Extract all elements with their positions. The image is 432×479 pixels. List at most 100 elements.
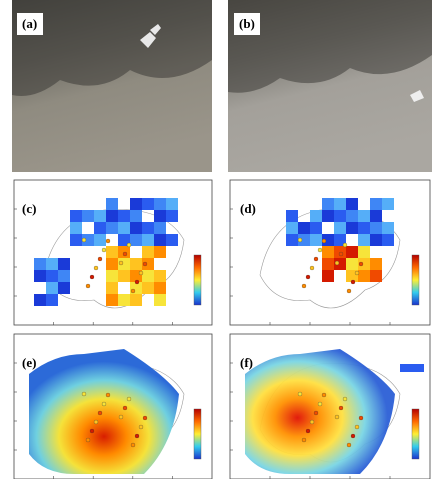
map-panel <box>14 180 212 325</box>
grid-cell <box>166 198 178 210</box>
grid-cell <box>346 198 358 210</box>
grid-cell <box>382 222 394 234</box>
station <box>106 239 110 243</box>
grid-cell <box>118 294 130 306</box>
grid-cell <box>358 210 370 222</box>
grid-cell <box>142 234 154 246</box>
grid-cell <box>154 246 166 258</box>
grid-cell <box>310 210 322 222</box>
grid-cell <box>166 234 178 246</box>
grid-cell <box>334 246 346 258</box>
colorbar <box>412 409 419 459</box>
station <box>86 284 90 288</box>
grid-cell <box>46 258 58 270</box>
grid-cell <box>286 234 298 246</box>
grid-cell <box>106 222 118 234</box>
station <box>143 262 147 266</box>
figure: (a) (b) (c) (d) (e) (f) <box>0 0 432 479</box>
grid-cell <box>154 210 166 222</box>
grid-cell <box>70 210 82 222</box>
station <box>302 438 306 442</box>
station <box>131 443 135 447</box>
grid-cell <box>400 364 424 372</box>
grid-cell <box>154 222 166 234</box>
grid-cell <box>58 258 70 270</box>
panel-label: (a) <box>22 16 37 31</box>
grid-cell <box>154 294 166 306</box>
grid-cell <box>286 210 298 222</box>
grid-cell <box>154 234 166 246</box>
station <box>135 434 139 438</box>
station <box>347 443 351 447</box>
grid-cell <box>154 270 166 282</box>
station <box>94 266 98 270</box>
grid-cell <box>310 234 322 246</box>
grid-cell <box>154 198 166 210</box>
grid-cell <box>106 258 118 270</box>
station <box>82 238 86 242</box>
station <box>123 252 127 256</box>
grid-cell <box>70 234 82 246</box>
grid-cell <box>358 234 370 246</box>
grid-cell <box>130 222 142 234</box>
grid-cell <box>370 222 382 234</box>
grid-cell <box>94 234 106 246</box>
grid-cell <box>106 282 118 294</box>
station <box>143 416 147 420</box>
station <box>347 289 351 293</box>
grid-cell <box>346 246 358 258</box>
panel-label: (e) <box>22 355 36 370</box>
grid-cell <box>142 270 154 282</box>
station <box>90 429 94 433</box>
grid-cell <box>118 270 130 282</box>
grid-cell <box>322 246 334 258</box>
station <box>322 239 326 243</box>
station <box>135 280 139 284</box>
grid-cell <box>322 210 334 222</box>
grid-cell <box>106 270 118 282</box>
station <box>119 261 123 265</box>
station <box>343 243 347 247</box>
station <box>314 411 318 415</box>
grid-cell <box>130 258 142 270</box>
grid-cell <box>142 198 154 210</box>
grid-cell <box>106 246 118 258</box>
station <box>318 402 322 406</box>
grid-cell <box>382 234 394 246</box>
station <box>102 248 106 252</box>
grid-cell <box>154 282 166 294</box>
station <box>355 271 359 275</box>
station <box>318 248 322 252</box>
station <box>322 393 326 397</box>
station <box>131 289 135 293</box>
grid-cell <box>130 198 142 210</box>
grid-cell <box>310 222 322 234</box>
station <box>139 271 143 275</box>
station <box>139 425 143 429</box>
grid-cell <box>142 222 154 234</box>
grid-cell <box>118 246 130 258</box>
grid-cell <box>142 282 154 294</box>
maps <box>14 180 430 479</box>
panel-label: (d) <box>240 201 256 216</box>
colorbar <box>412 255 419 305</box>
grid-cell <box>46 294 58 306</box>
grid-cell <box>106 294 118 306</box>
grid-cell <box>370 198 382 210</box>
panel-label: (c) <box>22 201 36 216</box>
station <box>359 262 363 266</box>
station <box>298 392 302 396</box>
station <box>106 393 110 397</box>
grid-cell <box>322 258 334 270</box>
panel-label: (b) <box>239 16 255 31</box>
panel-label: (f) <box>240 355 253 370</box>
grid-cell <box>106 198 118 210</box>
grid-cell <box>46 270 58 282</box>
grid-cell <box>298 222 310 234</box>
station <box>94 420 98 424</box>
grid-cell <box>70 222 82 234</box>
colorbar <box>194 409 201 459</box>
grid-cell <box>34 294 46 306</box>
grid-cell <box>58 270 70 282</box>
grid-cell <box>46 282 58 294</box>
